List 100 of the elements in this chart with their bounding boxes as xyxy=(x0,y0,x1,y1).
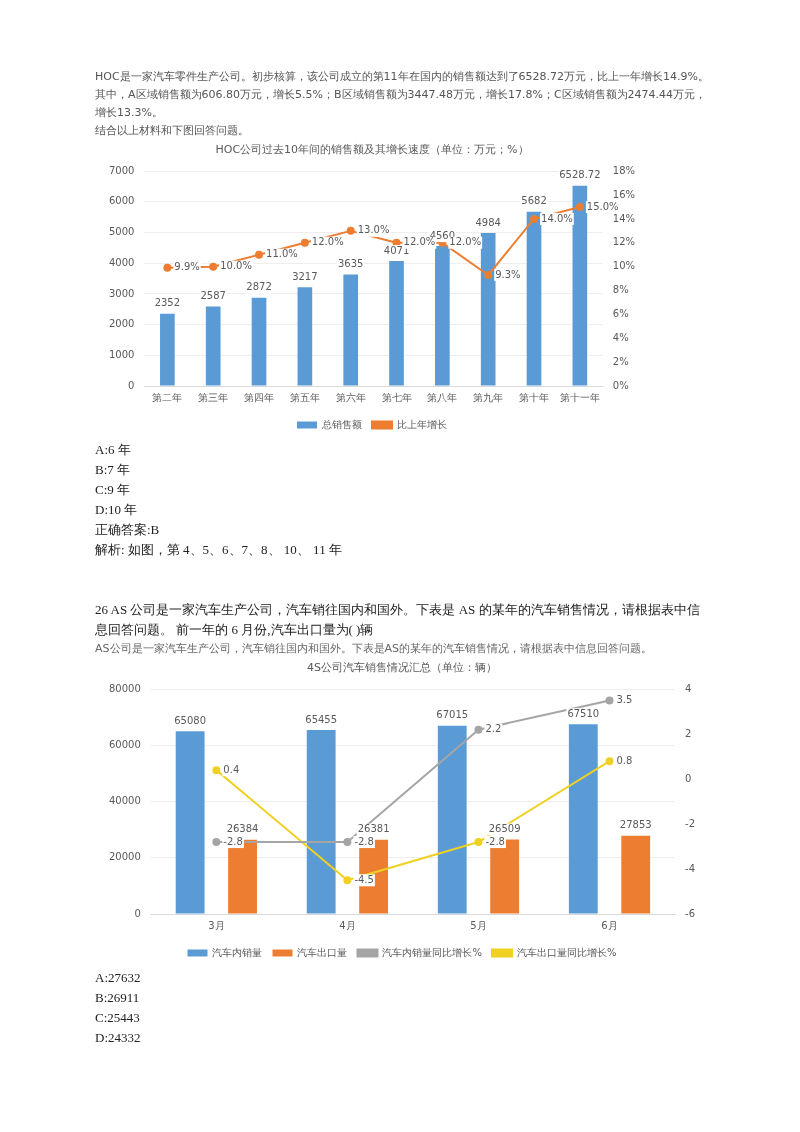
y-tick-label: 6000 xyxy=(109,195,135,207)
point xyxy=(300,238,309,247)
text: C:9 年 xyxy=(95,481,132,499)
data-label: 26509 xyxy=(488,823,521,835)
y-tick-label: 1000 xyxy=(109,348,135,360)
data-label: 26384 xyxy=(226,823,259,835)
point xyxy=(605,757,614,766)
data-label: 65455 xyxy=(305,713,338,725)
point xyxy=(474,725,483,734)
point xyxy=(343,876,352,885)
point xyxy=(474,838,483,847)
text: A:27632 xyxy=(95,969,142,987)
data-label: 13.0% xyxy=(357,224,390,236)
y-tick-label: 3000 xyxy=(109,287,135,299)
point xyxy=(530,214,539,223)
y2-tick-label: 0 xyxy=(685,772,692,784)
bar xyxy=(205,306,221,386)
text: 正确答案:B xyxy=(95,521,161,539)
bar xyxy=(621,835,651,914)
point xyxy=(212,766,221,775)
data-label: 10.0% xyxy=(220,260,252,272)
point xyxy=(346,226,355,235)
text: 结合以上材料和下图回答问题。 xyxy=(95,123,250,139)
data-label: 2352 xyxy=(154,297,181,309)
data-label: -2.8 xyxy=(223,835,243,847)
y-tick-label: 80000 xyxy=(109,682,141,694)
legend-label: 比上年增长 xyxy=(397,418,447,430)
bar xyxy=(306,730,336,914)
y-tick-label: 5000 xyxy=(109,226,135,238)
point xyxy=(343,838,352,847)
y2-tick-label: -4 xyxy=(685,862,696,874)
y2-tick-label: -6 xyxy=(685,907,696,919)
chart-title: HOC公司过去10年间的销售额及其增长速度（单位：万元；%） xyxy=(215,143,529,157)
bar xyxy=(389,261,404,386)
x-tick-label: 3月 xyxy=(208,919,225,931)
bar xyxy=(480,233,496,386)
point xyxy=(484,271,493,280)
data-label: 2.2 xyxy=(485,723,502,735)
x-tick-label: 第七年 xyxy=(381,391,412,403)
y2-tick-label: -2 xyxy=(685,817,696,829)
data-label: 15.0% xyxy=(586,200,619,212)
x-tick-label: 第三年 xyxy=(198,391,229,403)
data-label: 2872 xyxy=(246,281,272,293)
x-tick-label: 5月 xyxy=(470,919,487,931)
y2-tick-label: 12% xyxy=(612,236,636,248)
point xyxy=(163,263,172,272)
bar xyxy=(568,724,598,914)
text: A:6 年 xyxy=(95,441,132,459)
data-label: 6528.72 xyxy=(559,169,601,181)
data-label: 67015 xyxy=(436,709,469,721)
point xyxy=(575,203,584,211)
y2-tick-label: 2% xyxy=(612,355,629,367)
chart-title: 4S公司汽车销售情况汇总（单位：辆） xyxy=(307,661,497,675)
data-label: 65080 xyxy=(174,714,207,726)
y-tick-label: 2000 xyxy=(109,318,135,330)
data-label: 12.0% xyxy=(311,236,344,248)
data-label: 11.0% xyxy=(266,248,298,260)
data-label: 14.0% xyxy=(541,212,573,224)
bar xyxy=(160,313,175,386)
text: 解析: 如图，第 4、5、6、7、8、 10、 11 年 xyxy=(95,541,343,559)
data-label: 67510 xyxy=(567,707,600,719)
data-label: -2.8 xyxy=(354,835,374,847)
data-label: 12.0% xyxy=(449,236,482,248)
text: C:25443 xyxy=(95,1009,141,1027)
y-tick-label: 4000 xyxy=(109,256,135,268)
x-tick-label: 第十年 xyxy=(519,391,550,403)
text: D:24332 xyxy=(95,1029,142,1047)
x-tick-label: 第八年 xyxy=(427,391,458,403)
legend-label: 汽车出口量同比增长% xyxy=(517,946,617,958)
data-label: 4984 xyxy=(475,216,501,228)
x-tick-label: 第六年 xyxy=(335,391,366,403)
text: AS公司是一家汽车生产公司，汽车销往国内和国外。下表是AS的某年的汽车销售情况，请根据表中信息回答问题。 xyxy=(95,641,653,657)
data-label: 5682 xyxy=(521,195,547,207)
legend-label: 汽车内销量同比增长% xyxy=(382,946,483,958)
point xyxy=(212,838,221,847)
y2-tick-label: 14% xyxy=(612,212,636,224)
data-label: 2587 xyxy=(200,290,226,302)
data-label: 3.5 xyxy=(616,694,633,706)
legend-label: 汽车出口量 xyxy=(297,946,348,958)
y-tick-label: 60000 xyxy=(109,738,141,750)
y-tick-label: 20000 xyxy=(109,851,141,863)
point xyxy=(605,696,614,705)
x-tick-label: 第九年 xyxy=(473,391,504,403)
legend-label: 总销售额 xyxy=(321,418,362,430)
y2-tick-label: 18% xyxy=(612,164,636,176)
data-label: 0.4 xyxy=(223,763,240,775)
y-tick-label: 7000 xyxy=(109,164,135,176)
text: B:7 年 xyxy=(95,461,132,479)
data-label: -4.5 xyxy=(354,873,374,885)
data-label: 0.8 xyxy=(616,754,633,766)
y2-tick-label: 4 xyxy=(685,682,692,694)
bar xyxy=(297,287,313,386)
bar xyxy=(572,185,588,386)
y-tick-label: 0 xyxy=(134,907,141,919)
point xyxy=(255,250,264,259)
x-tick-label: 第二年 xyxy=(152,391,183,403)
bar xyxy=(435,246,450,386)
text: HOC是一家汽车零件生产公司。初步核算，该公司成立的第11年在国内的销售额达到了6528.72万元，比上一年增长14.9%。其中，A区域销售额为606.80万元，增长5.5%；B区域销售额为3447.48万元，增长17.8%；C区域销售额为2474.44万元，增长13.3%。 xyxy=(95,69,710,121)
data-label: 9.9% xyxy=(174,261,200,273)
x-tick-label: 第五年 xyxy=(289,391,320,403)
